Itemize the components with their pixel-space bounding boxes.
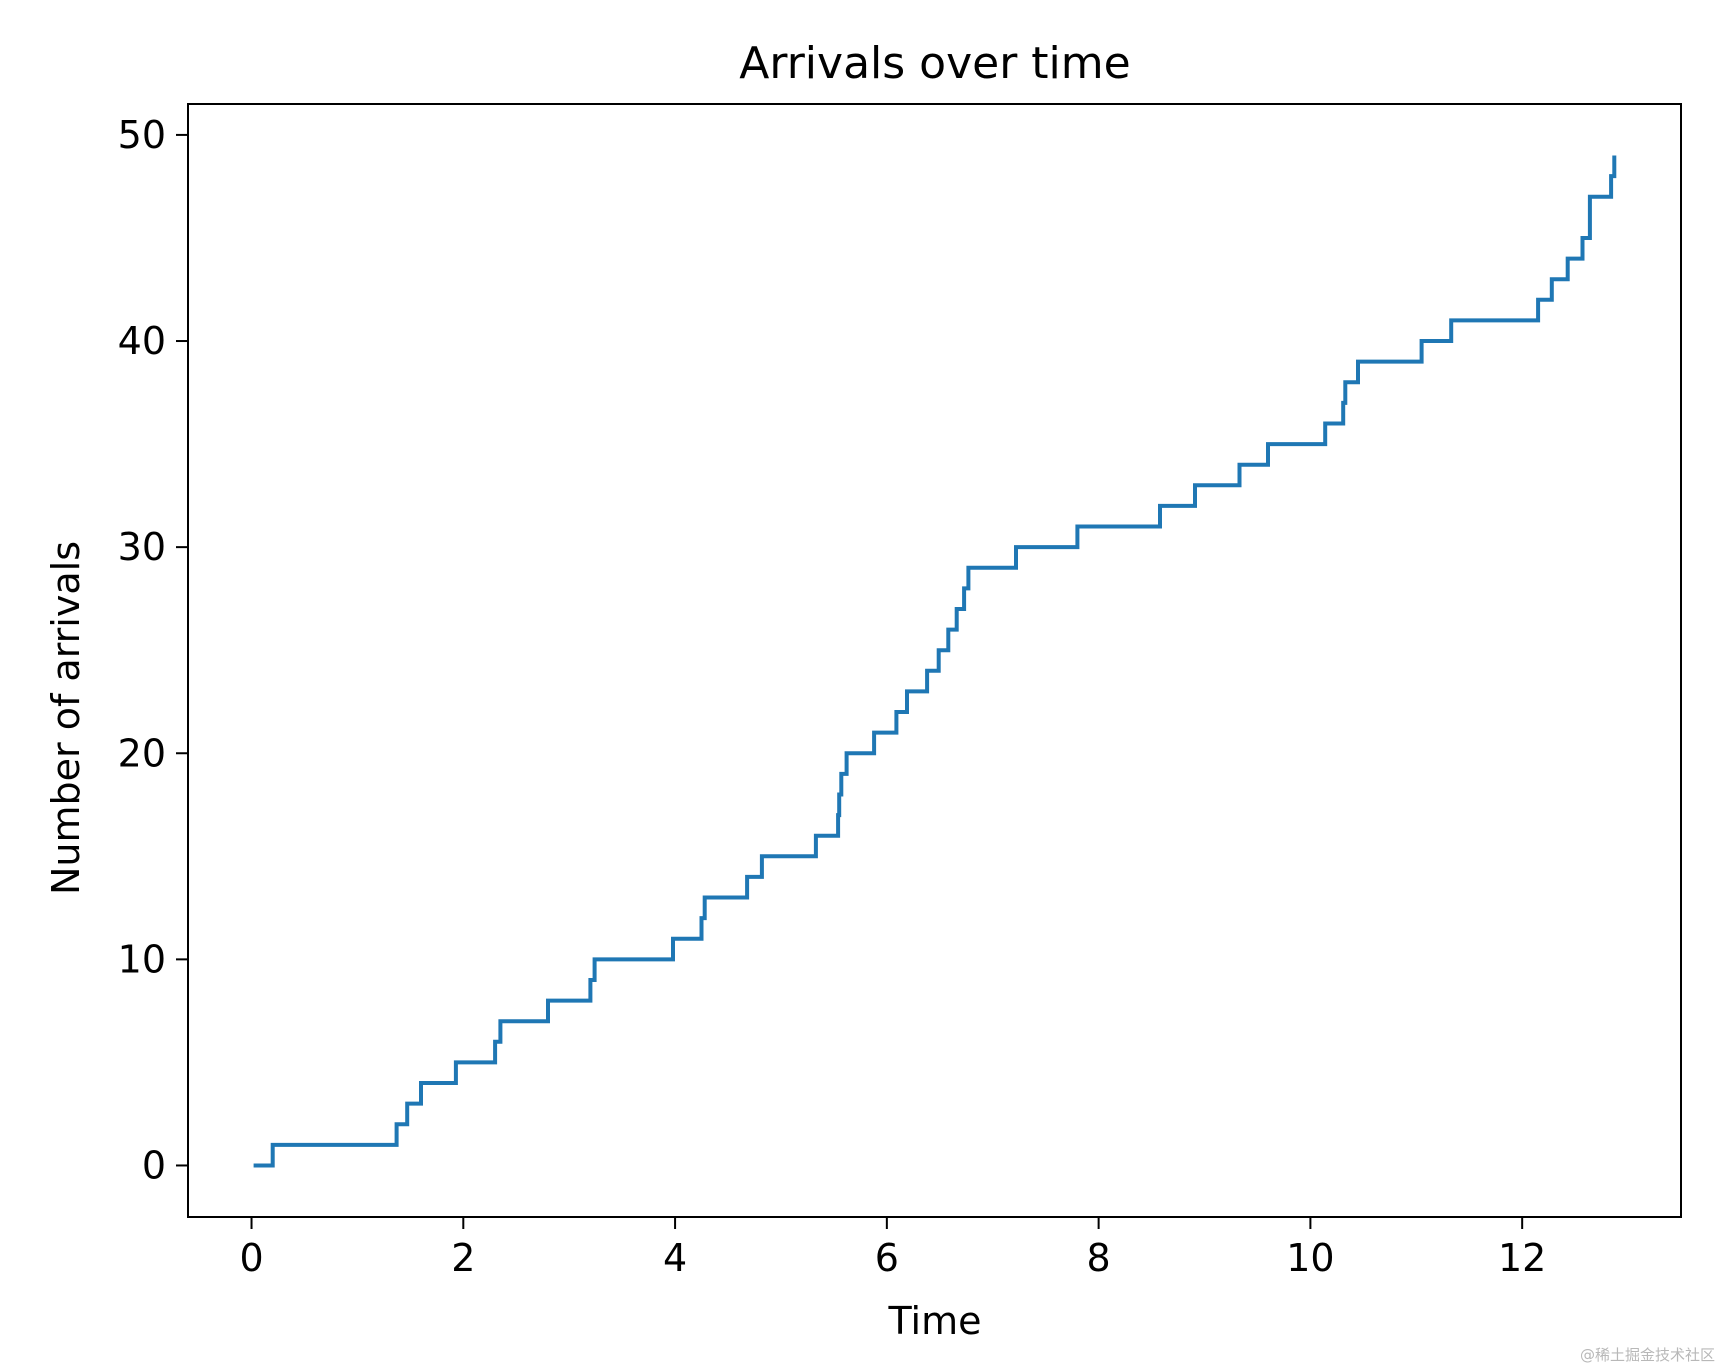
y-tick-label: 50 xyxy=(118,113,166,157)
x-axis: 0 2 4 6 8 10 12 xyxy=(239,1217,1546,1280)
series-line-0 xyxy=(253,155,1617,1168)
y-tick-label: 20 xyxy=(118,731,166,775)
x-tick-label: 8 xyxy=(1087,1236,1111,1280)
x-axis-label: Time xyxy=(888,1299,982,1343)
x-tick-label: 4 xyxy=(663,1236,687,1280)
plot-frame xyxy=(187,103,1682,1218)
y-tick-label: 40 xyxy=(118,319,166,363)
watermark: @稀土掘金技术社区 xyxy=(1579,1346,1715,1364)
chart-title: Arrivals over time xyxy=(739,38,1130,89)
x-tick-label: 2 xyxy=(451,1236,475,1280)
x-tick-label: 6 xyxy=(875,1236,899,1280)
plot-area xyxy=(187,103,1682,1218)
y-axis: 0 10 20 30 40 50 xyxy=(118,113,188,1187)
x-tick-label: 10 xyxy=(1286,1236,1334,1280)
y-tick-label: 0 xyxy=(142,1143,166,1187)
y-tick-label: 30 xyxy=(118,525,166,569)
y-axis-label: Number of arrivals xyxy=(44,541,88,895)
y-tick-label: 10 xyxy=(118,937,166,981)
x-tick-label: 0 xyxy=(239,1236,263,1280)
x-tick-label: 12 xyxy=(1498,1236,1546,1280)
